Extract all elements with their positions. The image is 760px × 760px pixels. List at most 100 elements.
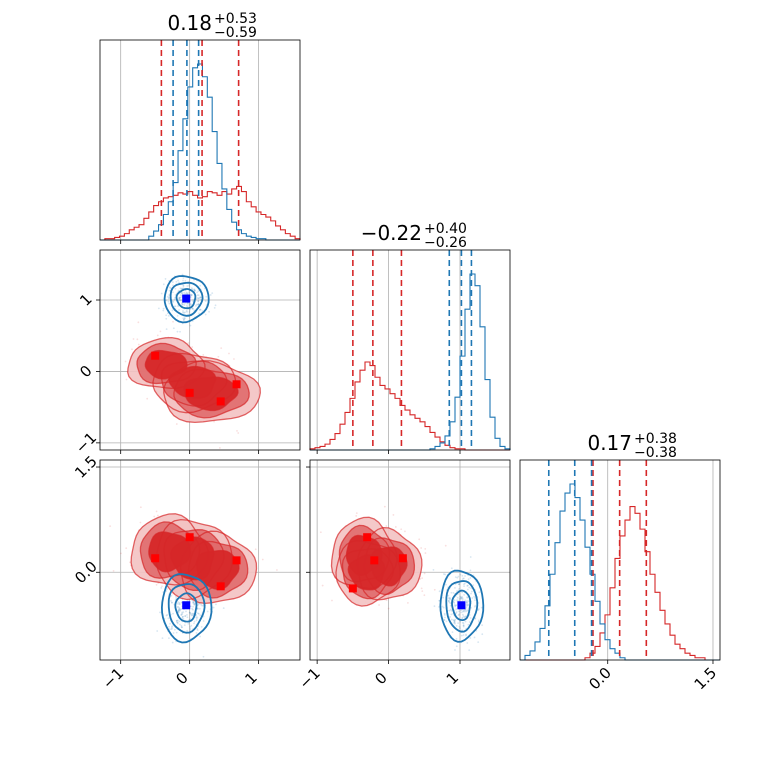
red-sample bbox=[394, 526, 397, 528]
blue-sample bbox=[186, 305, 189, 308]
x-tick-label: 0 bbox=[172, 669, 191, 688]
blue-sample bbox=[197, 612, 200, 615]
blue-sample bbox=[187, 293, 190, 295]
blue-sample bbox=[473, 595, 475, 598]
joint-panel-p2_vs_p0: −1 0 1 0.0 1.5 bbox=[71, 452, 301, 693]
red-marker bbox=[370, 556, 379, 565]
blue-sample bbox=[465, 604, 468, 606]
blue-sample bbox=[197, 300, 200, 303]
panel-title-1: −0.22 +0.40−0.26 bbox=[361, 221, 467, 251]
blue-sample bbox=[160, 292, 163, 295]
panel-content bbox=[109, 506, 278, 658]
blue-sample bbox=[465, 606, 468, 608]
blue-sample bbox=[452, 591, 455, 594]
panel-bg bbox=[310, 250, 510, 450]
blue-sample bbox=[453, 619, 456, 622]
title-lower: −0.38 bbox=[634, 445, 677, 461]
blue-sample bbox=[185, 291, 188, 294]
red-sample bbox=[112, 569, 115, 572]
x-tick-label: 1 bbox=[443, 669, 462, 688]
marginal-panel-0 bbox=[99, 39, 301, 244]
blue-sample bbox=[189, 324, 192, 327]
red-marker bbox=[232, 556, 241, 565]
blue-sample bbox=[195, 619, 198, 622]
blue-sample bbox=[168, 297, 170, 300]
red-marker bbox=[185, 533, 194, 542]
blue-sample bbox=[444, 616, 446, 619]
blue-sample bbox=[438, 599, 441, 602]
blue-sample bbox=[165, 614, 168, 617]
joint-panel-p2_vs_p1: −1 0 1 bbox=[295, 459, 511, 693]
blue-sample bbox=[195, 303, 198, 306]
blue-sample bbox=[179, 330, 181, 333]
panel-frame bbox=[99, 459, 301, 661]
red-sample bbox=[406, 602, 409, 604]
blue-sample bbox=[195, 616, 198, 619]
blue-sample bbox=[458, 613, 461, 616]
blue-sample bbox=[196, 629, 199, 632]
blue-sample bbox=[462, 625, 465, 628]
blue-sample bbox=[169, 287, 172, 290]
blue-sample bbox=[172, 300, 175, 303]
blue-sample bbox=[450, 613, 453, 616]
red-contour-line bbox=[335, 540, 401, 607]
red-contour-line bbox=[136, 342, 197, 385]
blue-sample bbox=[457, 622, 460, 625]
panel-title-2: 0.17 +0.38−0.38 bbox=[587, 431, 676, 461]
blue-sample bbox=[450, 591, 453, 594]
blue-sample bbox=[193, 622, 195, 625]
blue-sample bbox=[165, 299, 168, 302]
blue-sample bbox=[182, 317, 185, 320]
blue-sample bbox=[178, 299, 181, 302]
blue-sample bbox=[197, 603, 200, 606]
blue-sample bbox=[191, 307, 194, 310]
title-upper: +0.40 bbox=[424, 221, 467, 237]
red-sample bbox=[385, 599, 388, 602]
blue-sample bbox=[176, 622, 179, 625]
blue-sample bbox=[180, 299, 182, 302]
blue-sample bbox=[171, 641, 174, 644]
blue-sample bbox=[199, 284, 202, 287]
blue-sample bbox=[469, 577, 472, 579]
blue-sample bbox=[183, 317, 186, 319]
blue-sample bbox=[465, 601, 468, 604]
blue-sample bbox=[451, 631, 454, 634]
blue-sample bbox=[177, 279, 180, 282]
blue-sample bbox=[174, 305, 177, 308]
blue-sample bbox=[464, 615, 467, 618]
blue-sample bbox=[193, 288, 196, 291]
blue-sample bbox=[197, 290, 200, 292]
blue-sample bbox=[208, 310, 210, 313]
blue-sample bbox=[468, 649, 471, 652]
blue-sample bbox=[204, 313, 207, 316]
blue-sample bbox=[467, 584, 469, 587]
blue-sample bbox=[453, 621, 455, 624]
blue-sample bbox=[172, 632, 175, 634]
x-tick-label: 0.0 bbox=[585, 664, 615, 694]
blue-sample bbox=[474, 599, 476, 602]
blue-sample bbox=[183, 317, 186, 320]
blue-sample bbox=[179, 603, 181, 605]
blue-sample bbox=[189, 613, 192, 616]
blue-marker bbox=[182, 294, 191, 303]
blue-sample bbox=[465, 634, 467, 637]
blue-sample bbox=[185, 304, 188, 307]
blue-sample bbox=[463, 582, 466, 585]
blue-sample bbox=[448, 600, 450, 603]
blue-sample bbox=[469, 556, 472, 558]
red-sample bbox=[220, 347, 223, 350]
blue-sample bbox=[193, 603, 196, 606]
blue-sample bbox=[453, 599, 456, 602]
panel-content bbox=[124, 273, 261, 449]
blue-sample bbox=[168, 294, 171, 296]
blue-sample bbox=[178, 297, 181, 299]
blue-sample bbox=[458, 610, 460, 613]
blue-sample bbox=[461, 621, 464, 624]
blue-sample bbox=[180, 624, 183, 627]
blue-sample bbox=[463, 583, 465, 586]
red-sample bbox=[155, 510, 158, 513]
blue-sample bbox=[477, 608, 480, 610]
blue-sample bbox=[180, 288, 183, 291]
title-lower: −0.26 bbox=[424, 235, 467, 251]
